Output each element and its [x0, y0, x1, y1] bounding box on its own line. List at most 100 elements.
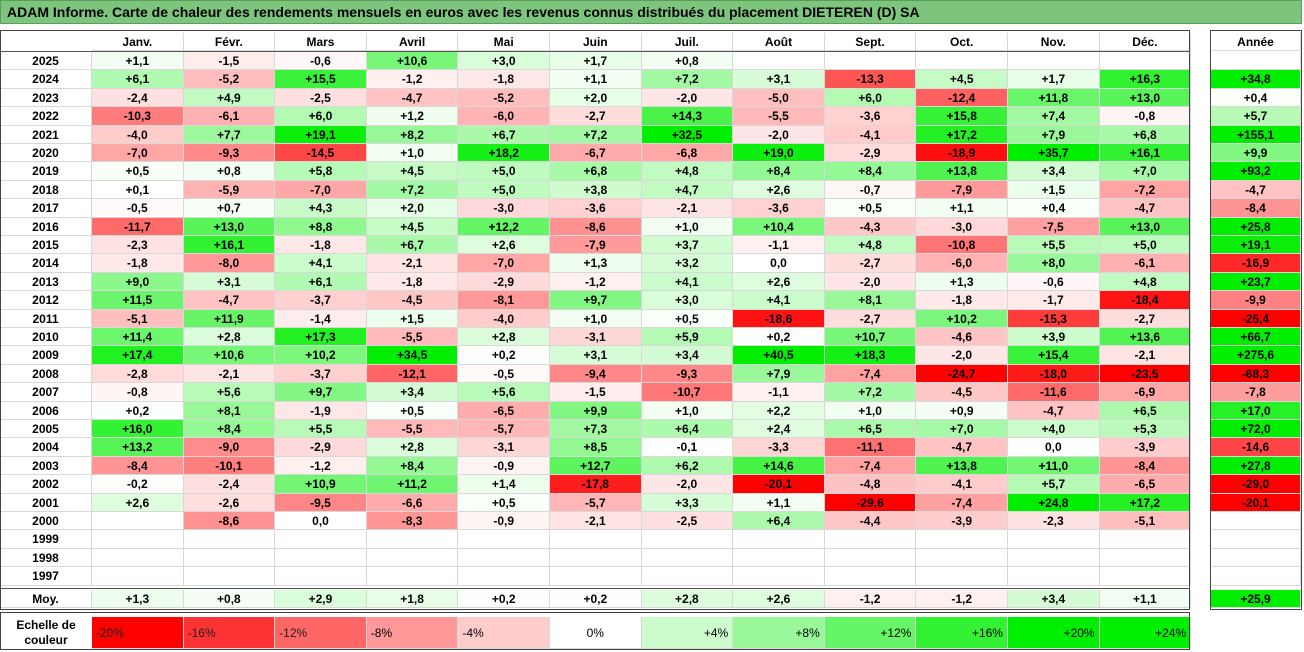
heatmap-cell: 0,0 [1008, 438, 1100, 457]
average-annual-cell: +25,9 [1211, 590, 1301, 609]
heatmap-cell: -2,0 [824, 272, 917, 292]
heatmap-cell: -23,5 [1099, 364, 1192, 384]
year-label: 2024 [0, 70, 92, 89]
year-label: 2021 [0, 125, 92, 144]
heatmap-cell: +13,6 [1099, 328, 1192, 347]
scale-swatch: 0% [550, 617, 642, 649]
heatmap-cell: +3,1 [550, 346, 642, 365]
heatmap-cell: +2,0 [550, 88, 642, 108]
annual-cell [1211, 530, 1301, 549]
heatmap-cell: -3,6 [550, 199, 642, 218]
heatmap-cell: -2,1 [641, 199, 734, 218]
heatmap-cell: +8,4 [824, 162, 917, 181]
heatmap-cell: +0,5 [92, 162, 184, 181]
heatmap-cell: +7,9 [1008, 125, 1100, 144]
year-label: 2025 [0, 52, 92, 71]
heatmap-cell: -8,4 [92, 456, 184, 476]
heatmap-cell: -2,1 [183, 364, 276, 384]
heatmap-cell: -4,1 [824, 125, 917, 144]
heatmap-cell: -3,9 [916, 512, 1008, 531]
heatmap-cell: +9,7 [275, 383, 367, 402]
average-cell: +3,4 [1008, 590, 1100, 609]
heatmap-cell: +1,3 [916, 272, 1008, 292]
heatmap-cell: -8,3 [366, 512, 459, 531]
heatmap-cell: -1,1 [733, 383, 825, 402]
heatmap-cell: -5,5 [366, 328, 459, 347]
heatmap-cell: +17,4 [92, 346, 184, 365]
heatmap-cell: -18,4 [1099, 291, 1192, 310]
heatmap-cell: -6,6 [366, 493, 459, 512]
heatmap-cell: +19,0 [733, 144, 825, 163]
heatmap-cell: +11,2 [366, 475, 459, 494]
year-label: 2012 [0, 291, 92, 310]
average-cell: -1,2 [824, 590, 917, 609]
heatmap-cell: -7,5 [1008, 217, 1100, 236]
heatmap-cell: -4,5 [916, 383, 1008, 402]
heatmap-cell: -6,9 [1099, 383, 1192, 402]
heatmap-cell: +0,2 [733, 328, 825, 347]
heatmap-cell: -10,8 [916, 236, 1008, 255]
heatmap-cell: -9,0 [183, 438, 276, 457]
year-label: 2022 [0, 107, 92, 126]
heatmap-cell [458, 548, 550, 568]
heatmap-cell: +8,4 [733, 162, 825, 181]
scale-swatch: -20% [92, 617, 184, 649]
heatmap-cell: -6,0 [916, 254, 1008, 273]
heatmap-cell: +13,8 [916, 456, 1008, 476]
heatmap-cell [458, 530, 550, 549]
year-label: 2000 [0, 512, 92, 531]
heatmap-cell: -2,7 [550, 107, 642, 126]
heatmap-cell: +2,8 [458, 328, 550, 347]
heatmap-cell: +0,8 [641, 52, 734, 71]
heatmap-cell: +3,9 [1008, 328, 1100, 347]
heatmap-cell: +0,9 [916, 401, 1008, 420]
heatmap-cell: -3,1 [550, 328, 642, 347]
heatmap-cell: +2,4 [733, 420, 825, 439]
heatmap-cell: +1,7 [1008, 70, 1100, 89]
heatmap-cell: -0,5 [92, 199, 184, 218]
year-label: 2004 [0, 438, 92, 457]
heatmap-cell: -2,1 [366, 254, 459, 273]
heatmap-cell: +5,3 [1099, 420, 1192, 439]
heatmap-cell [916, 530, 1008, 549]
heatmap-cell: -7,2 [1099, 180, 1192, 200]
heatmap-cell: +3,0 [458, 52, 550, 71]
heatmap-cell: -12,4 [916, 88, 1008, 108]
annual-cell: +9,9 [1211, 144, 1301, 163]
heatmap-cell: +14,6 [733, 456, 825, 476]
heatmap-cell: +2,2 [733, 401, 825, 420]
heatmap-cell: +7,2 [641, 70, 734, 89]
heatmap-cell: +9,9 [550, 401, 642, 420]
chart-title: ADAM Informe. Carte de chaleur des rende… [0, 0, 1302, 24]
heatmap-cell: +3,4 [1008, 162, 1100, 181]
heatmap-cell: -7,0 [275, 180, 367, 200]
annual-cell: +23,7 [1211, 272, 1301, 292]
annual-cell: -8,4 [1211, 199, 1301, 218]
heatmap-cell: +0,5 [458, 493, 550, 512]
heatmap-cell: -0,9 [458, 512, 550, 531]
scale-label: Echelle de couleur [0, 618, 92, 648]
heatmap-cell: +1,0 [366, 144, 459, 163]
heatmap-cell: +4,9 [183, 88, 276, 108]
year-label: 2020 [0, 144, 92, 163]
average-cell: +0,8 [183, 590, 276, 609]
heatmap-cell: -2,7 [824, 254, 917, 273]
heatmap-cell: -1,5 [550, 383, 642, 402]
year-column-header: Année [1211, 33, 1301, 51]
heatmap-cell [458, 567, 550, 586]
heatmap-cell: -1,1 [733, 236, 825, 255]
heatmap-cell: -2,3 [92, 236, 184, 255]
heatmap-cell: +7,2 [550, 125, 642, 144]
month-header: Janv. [92, 33, 184, 51]
heatmap-cell: -2,1 [1099, 346, 1192, 365]
heatmap-cell [733, 548, 825, 568]
heatmap-cell: +12,7 [550, 456, 642, 476]
heatmap-cell: -10,1 [183, 456, 276, 476]
heatmap-cell: +18,2 [458, 144, 550, 163]
heatmap-cell: -2,0 [641, 475, 734, 494]
heatmap-cell [275, 567, 367, 586]
heatmap-cell: -5,7 [550, 493, 642, 512]
heatmap-cell: -1,9 [275, 401, 367, 420]
heatmap-cell: -4,1 [916, 475, 1008, 494]
month-header: Juil. [641, 33, 734, 51]
